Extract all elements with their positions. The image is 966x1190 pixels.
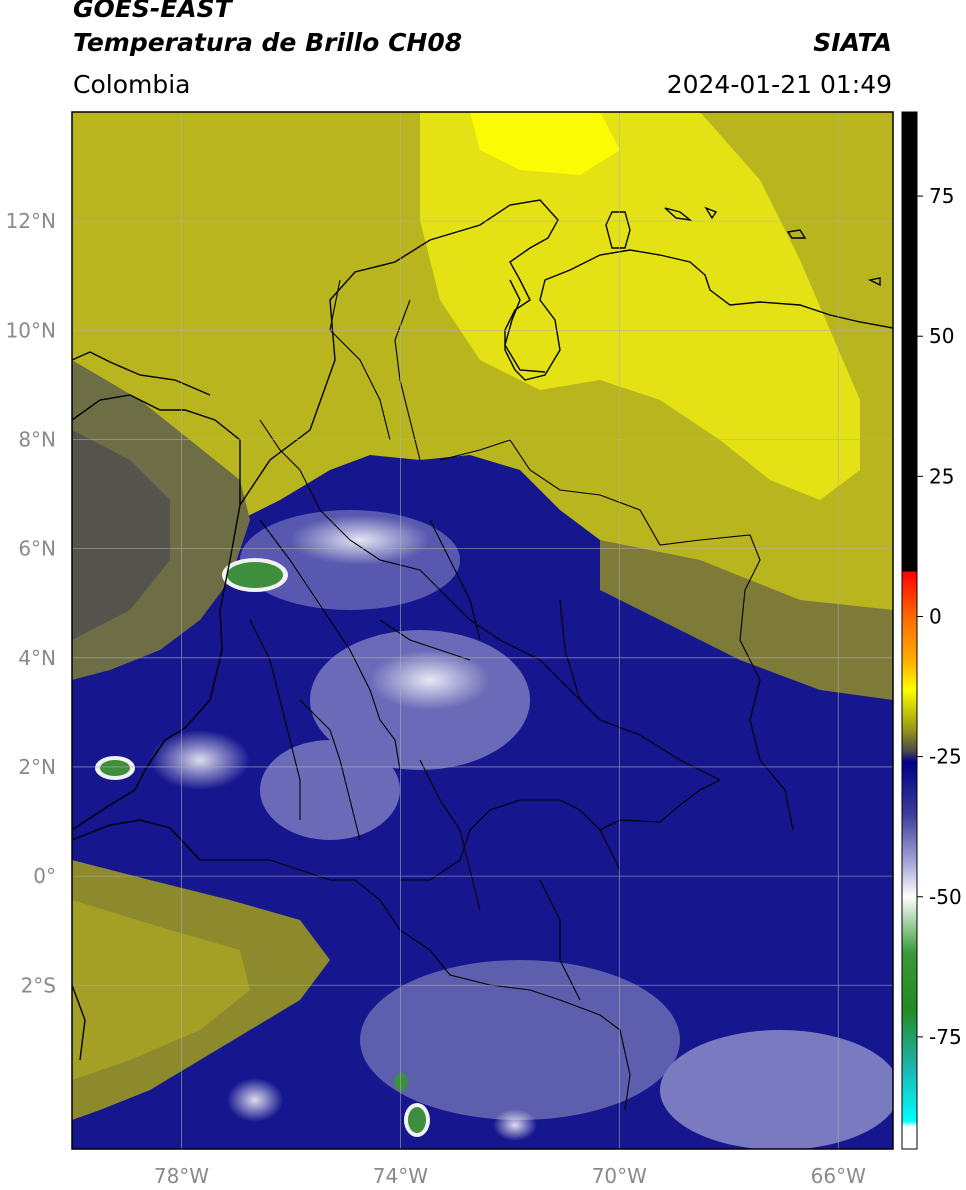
dry-air-core [420, 112, 860, 500]
cloud-top-patch [260, 740, 400, 840]
latitude-labels: 12°N 10°N 8°N 6°N 4°N 2°N 0° 2°S [6, 209, 56, 997]
latitude-tick-label: 2°S [21, 973, 56, 997]
convective-core [290, 515, 430, 565]
latitude-tick-label: 12°N [6, 209, 56, 233]
dry-air-peak [470, 112, 620, 175]
colorbar-tick-label: 75 [929, 184, 954, 208]
cloud-top-patch [660, 1030, 893, 1149]
latitude-tick-label: 6°N [18, 537, 56, 561]
colorbar-tick-label: -50 [929, 885, 962, 909]
convective-core [493, 1109, 537, 1141]
region-label: Colombia [73, 70, 191, 99]
colorbar-tick-label: 0 [929, 604, 942, 628]
latitude-tick-label: 8°N [18, 427, 56, 451]
latitude-tick-label: 0° [33, 864, 56, 888]
overshooting-top [100, 760, 130, 776]
longitude-tick-label: 74°W [373, 1164, 428, 1188]
agency-label: SIATA [813, 28, 892, 57]
longitude-labels: 78°W 74°W 70°W 66°W [154, 1164, 866, 1188]
map-frame [71, 111, 894, 1150]
overshooting-top [227, 562, 283, 588]
transition-band [600, 540, 893, 700]
datetime-label: 2024-01-21 01:49 [666, 70, 892, 99]
colorbar: 75 50 25 0 -25 -50 -75 [901, 111, 962, 1150]
convective-core [150, 730, 250, 790]
colorbar-gradient [902, 112, 917, 1149]
latitude-tick-label: 4°N [18, 646, 56, 670]
coastlines [72, 199, 893, 1061]
latitude-tick-label: 2°N [18, 755, 56, 779]
mid-level-region-southwest-2 [72, 900, 250, 1080]
colorbar-frame [901, 111, 918, 1150]
satellite-title: GOES-EAST [73, 0, 232, 23]
colorbar-tick-label: 25 [929, 464, 954, 488]
cloud-top-patch [360, 960, 680, 1120]
map-area [72, 112, 893, 1149]
longitude-tick-label: 70°W [592, 1164, 647, 1188]
convective-core [227, 1078, 283, 1122]
longitude-tick-label: 66°W [811, 1164, 866, 1188]
overshooting-top [408, 1107, 426, 1133]
graticule [72, 112, 893, 1149]
convective-core [370, 650, 490, 710]
colorbar-tick-label: -75 [929, 1025, 962, 1049]
product-title: Temperatura de Brillo CH08 [73, 28, 463, 57]
longitude-tick-label: 78°W [154, 1164, 209, 1188]
colorbar-tick-label: 50 [929, 324, 954, 348]
overshooting-top [394, 1073, 408, 1091]
colorbar-ticks: 75 50 25 0 -25 -50 -75 [917, 184, 962, 1049]
political-borders [200, 279, 794, 1111]
colorbar-tick-label: -25 [929, 745, 962, 769]
latitude-tick-label: 10°N [6, 318, 56, 342]
mid-level-region-west-2 [72, 430, 170, 640]
